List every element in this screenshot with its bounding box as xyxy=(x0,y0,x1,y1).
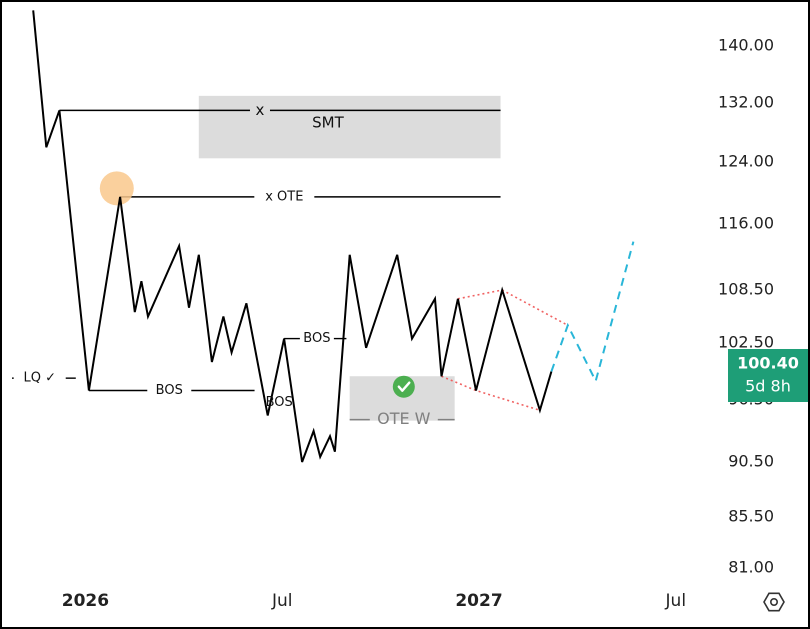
pattern-lower-line[interactable] xyxy=(441,375,541,412)
last-price-tag-bg xyxy=(728,349,808,402)
y-axis[interactable]: 140.00132.00124.00116.00108.50102.5096.5… xyxy=(718,36,774,577)
y-tick-label: 85.50 xyxy=(728,507,774,526)
last-price-tag: 100.40 5d 8h xyxy=(728,349,808,402)
y-tick-label: 102.50 xyxy=(718,333,774,352)
smt-zone[interactable] xyxy=(198,95,501,159)
last-price-value: 100.40 xyxy=(737,354,799,373)
y-tick-label: 124.00 xyxy=(718,152,774,171)
pattern-upper-line[interactable] xyxy=(457,289,569,327)
projection-series-line[interactable] xyxy=(550,241,635,384)
y-tick-label: 108.50 xyxy=(718,280,774,299)
y-tick-label: 90.50 xyxy=(728,452,774,471)
price-series-line[interactable] xyxy=(32,10,553,463)
smt-x-label: x xyxy=(256,101,265,119)
highlight-marker[interactable] xyxy=(99,171,134,206)
bar-countdown: 5d 8h xyxy=(745,377,791,396)
y-tick-label: 140.00 xyxy=(718,36,774,55)
x-tick-label: Jul xyxy=(665,591,687,611)
y-tick-label: 116.00 xyxy=(718,214,774,233)
x-axis[interactable]: 2026 Jul 2027 Jul xyxy=(62,591,686,611)
ote-label: x OTE xyxy=(265,189,303,204)
smt-label: SMT xyxy=(312,114,344,132)
x-tick-label: Jul xyxy=(271,591,293,611)
settings-icon[interactable] xyxy=(763,592,785,612)
y-tick-label: 132.00 xyxy=(718,93,774,112)
lq-label: LQ ✓ xyxy=(23,371,56,386)
bos-label-2: BOS xyxy=(266,395,293,410)
bos-label-3: BOS xyxy=(303,331,330,346)
check-circle-icon xyxy=(392,375,415,398)
x-tick-label: 2026 xyxy=(62,591,109,611)
x-tick-label: 2027 xyxy=(455,591,502,611)
y-tick-label: 81.00 xyxy=(728,558,774,577)
ote-w-label: OTE W xyxy=(377,409,431,428)
bos-label-1: BOS xyxy=(156,383,183,398)
